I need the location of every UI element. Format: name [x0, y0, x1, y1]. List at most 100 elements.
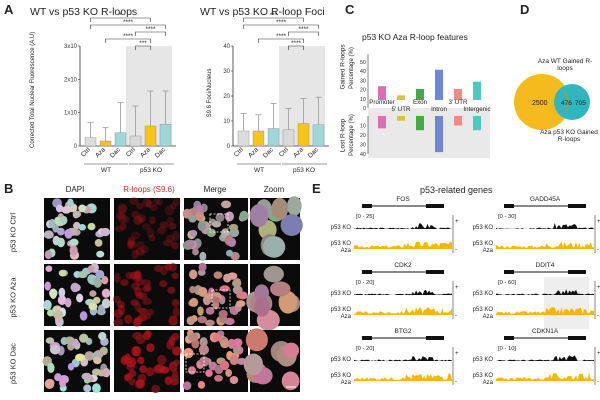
panel-c-letter: C	[345, 2, 355, 17]
exon-block	[568, 204, 586, 208]
nucleus	[254, 284, 270, 302]
nucleus	[135, 240, 145, 250]
track-label: Aza	[483, 248, 494, 254]
nucleus	[92, 383, 101, 394]
strand-minus: -	[597, 313, 599, 319]
track-range: [0 - 25]	[356, 214, 374, 220]
nucleus	[142, 285, 151, 293]
exon-block	[362, 336, 372, 340]
nucleus	[64, 297, 72, 308]
strand-plus: +	[455, 219, 459, 225]
gene-name: BTG2	[395, 328, 412, 335]
nucleus	[100, 227, 111, 237]
nucleus	[131, 231, 141, 240]
strand-minus: -	[455, 247, 457, 253]
nucleus	[229, 375, 239, 385]
nucleus	[198, 344, 209, 355]
nucleus	[78, 204, 86, 213]
nucleus	[96, 250, 105, 258]
c-lost-bar	[435, 116, 443, 153]
nucleus	[224, 211, 234, 222]
nucleus	[183, 347, 194, 359]
nucleus	[138, 307, 148, 315]
zoom-box	[209, 213, 229, 233]
panel-b-letter: B	[4, 181, 14, 196]
track-label: p53 KO	[473, 357, 494, 363]
col-merge: Merge	[203, 185, 227, 194]
nucleus	[146, 227, 155, 238]
nucleus	[56, 237, 65, 248]
track-p53ko-aza	[354, 241, 452, 249]
chart2-sig-label: ****	[276, 33, 287, 40]
nucleus	[220, 339, 230, 349]
venn-wt-circle	[514, 74, 570, 130]
nucleus	[101, 298, 111, 309]
nucleus	[146, 308, 154, 316]
nucleus	[43, 230, 54, 239]
nucleus	[167, 286, 176, 294]
nucleus	[227, 237, 236, 248]
nucleus	[168, 222, 177, 230]
nucleus	[152, 197, 160, 206]
c-lost-bar	[416, 116, 424, 131]
nucleus	[114, 272, 121, 284]
strand-plus: +	[597, 219, 600, 225]
nucleus	[67, 198, 74, 208]
strand-minus: -	[455, 313, 457, 319]
nucleus	[79, 333, 89, 343]
nucleus	[47, 362, 55, 374]
track-p53ko	[496, 355, 594, 361]
nucleus	[116, 211, 125, 220]
nucleus	[171, 272, 179, 280]
nucleus	[142, 198, 152, 208]
c-feature-label: Promoter	[369, 99, 394, 106]
nucleus	[280, 214, 303, 236]
nucleus	[55, 204, 64, 213]
nucleus	[146, 343, 155, 353]
chart2-sig-label: ****	[298, 26, 309, 33]
nucleus	[234, 338, 243, 347]
nucleus	[213, 332, 221, 342]
lost-label: Lost R-loop	[339, 118, 347, 153]
nucleus	[263, 265, 284, 283]
nucleus	[186, 316, 195, 326]
panel-e-letter: E	[312, 181, 321, 196]
chart1-ytick-label: 0	[74, 144, 78, 150]
nucleus	[232, 346, 242, 354]
nucleus	[58, 269, 67, 277]
track-label: p53 KO	[473, 225, 494, 231]
gained-ylabel: Percentage (%)	[349, 47, 355, 89]
nucleus	[239, 210, 249, 221]
nucleus	[69, 238, 79, 247]
nucleus	[168, 315, 178, 326]
track-label: Aza	[483, 314, 494, 320]
chart1-bar	[99, 140, 112, 147]
nucleus	[283, 342, 300, 358]
nucleus	[54, 216, 62, 224]
chart1-sig-label: ****	[123, 33, 134, 40]
nucleus	[225, 368, 232, 377]
exon-block	[504, 270, 514, 274]
nucleus	[164, 376, 172, 385]
chart1-sig-bracket	[135, 45, 151, 50]
nucleus	[92, 296, 101, 304]
nucleus	[145, 199, 153, 209]
nucleus	[129, 197, 139, 205]
chart1-ytick-label: 3x10	[64, 44, 78, 50]
nucleus	[45, 337, 55, 344]
nucleus	[189, 297, 199, 307]
nucleus	[182, 381, 192, 390]
nucleus	[69, 245, 78, 256]
col-dapi: DAPI	[65, 185, 85, 194]
strand-plus: +	[455, 285, 459, 291]
micrograph-grid	[42, 196, 303, 394]
nucleus	[215, 212, 225, 222]
panel-c-title: p53 KO Aza R-loop features	[362, 32, 468, 42]
nucleus	[54, 373, 62, 382]
nucleus	[58, 287, 66, 298]
c-feature-label: Exon	[413, 99, 428, 106]
chart2-ytick-label: 20	[223, 94, 230, 100]
micro-rloops-r0	[114, 198, 180, 260]
nucleus	[141, 223, 151, 231]
nucleus	[113, 309, 123, 319]
